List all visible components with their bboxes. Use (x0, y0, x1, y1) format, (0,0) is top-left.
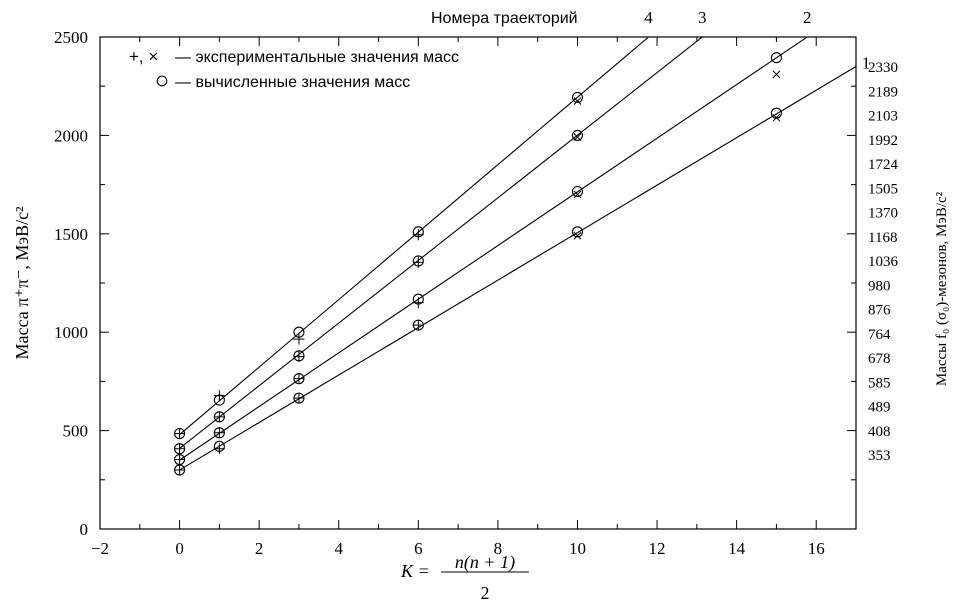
computed-mass-point (571, 226, 584, 238)
x-tick-label: 16 (808, 539, 825, 558)
computed-mass-point (571, 185, 584, 198)
trajectory-number-1: 1 (862, 53, 871, 72)
experimental-mass-point (293, 333, 305, 345)
experimental-mass-point (772, 70, 781, 79)
right-mass-label: 876 (868, 303, 891, 319)
right-mass-label: 1505 (868, 181, 898, 197)
right-labels-layer: 2330 2189 2103 1992 1724 1505 1370 1168 1036 980 8… (868, 60, 899, 464)
experimental-mass-point (412, 319, 424, 331)
trajectory-line-4 (179, 37, 650, 435)
experimental-mass-point (573, 133, 582, 141)
x-tick-label: 12 (649, 539, 666, 558)
experimental-mass-point (412, 229, 424, 241)
x-axis-label-numerator: n(n + 1) (455, 552, 515, 573)
experimental-mass-point (573, 231, 582, 240)
right-mass-label: 2103 (868, 109, 898, 125)
x-axis-label-denominator: 2 (481, 583, 490, 603)
trajectory-labels-layer: 1 2 3 4 (644, 8, 870, 72)
experimental-mass-point (293, 373, 305, 385)
computed-mass-point (770, 107, 782, 119)
x-tick-label: 0 (175, 539, 184, 558)
legend-computed-label: — вычисленные значения масс (175, 74, 410, 91)
y-tick-label: 2500 (54, 28, 88, 47)
experimental-mass-point (174, 464, 186, 476)
experimental-mass-point (174, 428, 186, 440)
trajectory-number-4: 4 (644, 8, 653, 27)
trajectory-line-2 (179, 37, 809, 461)
experimental-mass-point (412, 297, 424, 309)
trajectory-line-3 (179, 37, 704, 449)
experimental-mass-point (213, 427, 225, 439)
y-tick-label: 1000 (54, 323, 88, 342)
legend: +, × — экспериментальные значения масс —… (129, 47, 459, 91)
right-mass-label: 1036 (868, 254, 899, 270)
experimental-mass-point (573, 190, 582, 199)
experimental-mass-point (293, 392, 305, 404)
right-mass-label: 980 (868, 278, 891, 294)
experimental-mass-point (213, 443, 225, 455)
x-axis-label: K = n(n + 1) 2 (400, 552, 529, 603)
right-mass-label: 353 (868, 448, 891, 464)
y-axis-label-right: Массы f₀ (σ₀)-мезонов, МэВ/c² (934, 191, 950, 386)
x-tick-label: 2 (255, 539, 264, 558)
computed-mass-point (571, 91, 584, 103)
x-tick-label: 14 (728, 539, 746, 558)
trajectory-header: Номера траекторий (431, 10, 578, 27)
right-mass-label: 489 (868, 400, 891, 416)
right-mass-label: 585 (868, 375, 891, 391)
y-tick-label: 500 (63, 422, 89, 441)
y-tick-label: 1500 (54, 225, 88, 244)
computed-mass-point (770, 52, 782, 64)
experimental-mass-point (174, 454, 186, 466)
experimental-mass-point (772, 113, 781, 122)
experimental-mass-point (174, 443, 186, 455)
experimental-mass-point (213, 390, 225, 402)
computed-mass-point (571, 129, 584, 141)
legend-circle-marker (156, 75, 168, 87)
right-mass-label: 2189 (868, 84, 898, 100)
legend-experimental-label: — экспериментальные значения масс (175, 49, 459, 66)
points-layer (174, 52, 782, 476)
experimental-mass-point (213, 411, 225, 423)
x-axis-label-lhs: K = (400, 561, 430, 581)
right-mass-label: 764 (868, 327, 891, 343)
right-mass-label: 678 (868, 351, 891, 367)
x-tick-label: −2 (91, 539, 109, 558)
x-tick-label: 10 (569, 539, 586, 558)
right-mass-label: 1992 (868, 133, 898, 149)
trajectory-number-3: 3 (698, 8, 707, 27)
right-mass-label: 1370 (868, 206, 898, 222)
y-tick-label: 2000 (54, 126, 88, 145)
x-tick-label: 8 (494, 539, 503, 558)
x-tick-label: 6 (414, 539, 423, 558)
experimental-mass-point (573, 97, 582, 105)
right-mass-label: 2330 (868, 60, 898, 76)
lines-layer (179, 37, 856, 471)
right-mass-label: 408 (868, 424, 891, 440)
trajectory-number-2: 2 (803, 8, 812, 27)
x-tick-label: 4 (334, 539, 343, 558)
y-tick-label: 0 (80, 520, 89, 539)
experimental-mass-point (293, 351, 305, 363)
experimental-mass-point (412, 256, 424, 268)
plot-frame (99, 36, 857, 530)
legend-experimental-symbols: +, × (129, 47, 158, 66)
y-axis-label: Масса π⁺π⁻, МэВ/c² (12, 207, 32, 360)
trajectory-line-1 (179, 66, 856, 471)
right-mass-label: 1168 (868, 230, 897, 246)
right-mass-label: 1724 (868, 157, 899, 173)
